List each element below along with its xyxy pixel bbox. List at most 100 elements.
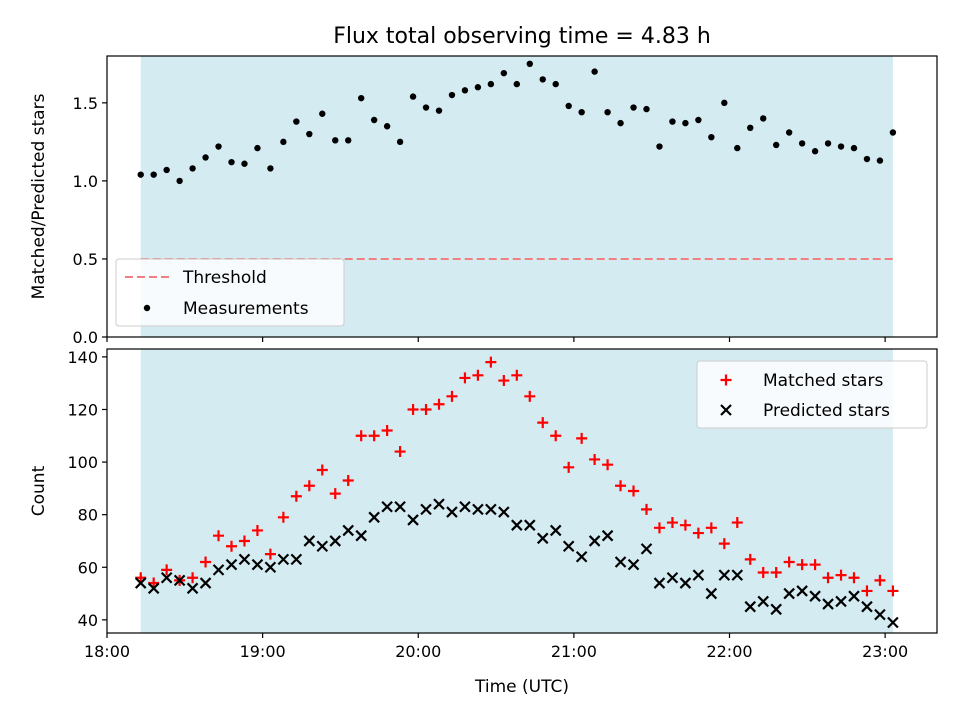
matched-star-point bbox=[563, 461, 575, 473]
matched-star-point bbox=[290, 490, 302, 502]
predicted-star-point bbox=[874, 608, 886, 621]
measurement-point bbox=[267, 165, 274, 172]
legend-measurements-label: Measurements bbox=[183, 299, 309, 319]
y-tick-label: 60 bbox=[78, 558, 98, 577]
x-axis-label: Time (UTC) bbox=[474, 677, 569, 697]
matched-star-point bbox=[550, 430, 562, 442]
matched-star-point bbox=[135, 572, 147, 584]
predicted-star-point bbox=[511, 519, 523, 531]
predicted-star-point bbox=[536, 532, 549, 545]
predicted-star-point bbox=[744, 600, 757, 613]
predicted-star-point bbox=[524, 519, 536, 531]
measurement-point bbox=[798, 140, 806, 147]
matched-star-point bbox=[459, 372, 471, 384]
legend-predicted-swatch bbox=[720, 404, 732, 416]
matched-star-point bbox=[874, 574, 886, 586]
measurement-point bbox=[513, 80, 521, 88]
measurement-point bbox=[487, 80, 495, 88]
predicted-star-point bbox=[861, 600, 873, 613]
measurement-point bbox=[863, 155, 871, 163]
measurement-point bbox=[734, 144, 741, 152]
measurement-point bbox=[409, 93, 417, 100]
y-tick-label: 0.0 bbox=[73, 328, 98, 347]
measurement-point bbox=[319, 110, 326, 117]
measurement-point bbox=[306, 130, 313, 138]
predicted-star-point bbox=[264, 561, 277, 574]
measurement-point bbox=[630, 104, 637, 111]
predicted-star-point bbox=[679, 577, 692, 589]
predicted-star-point bbox=[601, 529, 614, 542]
predicted-star-point bbox=[446, 506, 458, 518]
matched-star-point bbox=[783, 556, 795, 568]
predicted-star-point bbox=[614, 556, 627, 568]
predicted-star-point bbox=[757, 595, 769, 608]
predicted-star-point bbox=[368, 511, 380, 524]
predicted-star-point bbox=[887, 616, 899, 629]
predicted-star-point bbox=[653, 577, 666, 589]
measurement-point bbox=[370, 116, 378, 124]
matched-star-point bbox=[277, 511, 289, 523]
predicted-star-point bbox=[433, 498, 445, 510]
matched-star-point bbox=[187, 572, 199, 584]
y-tick-label: 0.5 bbox=[73, 250, 98, 269]
matched-star-point bbox=[420, 403, 432, 415]
predicted-star-point bbox=[407, 514, 419, 526]
measurement-point bbox=[396, 138, 404, 146]
matched-star-point bbox=[705, 522, 717, 534]
predicted-star-point bbox=[562, 540, 575, 552]
matched-star-point bbox=[200, 556, 212, 568]
measurement-point bbox=[604, 109, 611, 116]
matched-star-point bbox=[796, 559, 808, 571]
measurement-point bbox=[345, 137, 352, 144]
measurement-point bbox=[708, 133, 715, 141]
predicted-star-point bbox=[199, 577, 212, 589]
y-axis-label: Matched/Predicted stars bbox=[29, 93, 49, 299]
y-tick-label: 1.5 bbox=[73, 94, 98, 113]
measurement-point bbox=[150, 171, 157, 178]
predicted-star-point bbox=[705, 587, 718, 600]
measurement-point bbox=[202, 154, 209, 161]
matched-star-point bbox=[615, 480, 627, 492]
measurement-point bbox=[435, 107, 443, 114]
matched-star-point bbox=[602, 459, 614, 471]
measurement-point bbox=[785, 129, 793, 136]
legend: Matched stars Predicted stars bbox=[696, 360, 928, 429]
x-tick-label: 20:00 bbox=[395, 642, 441, 661]
measurement-point bbox=[656, 143, 663, 150]
panel-ratio: 0.0 0.5 1.0 1.5 Matched/Predicted stars Thres… bbox=[29, 55, 938, 347]
predicted-star-point bbox=[783, 587, 795, 600]
legend-matched-swatch bbox=[720, 374, 732, 386]
matched-star-point bbox=[213, 530, 225, 542]
measurement-point bbox=[526, 60, 533, 68]
legend-predicted-label: Predicted stars bbox=[763, 401, 890, 421]
measurement-point bbox=[760, 115, 767, 122]
predicted-star-point bbox=[186, 582, 199, 595]
legend-box bbox=[115, 258, 345, 327]
measurement-point bbox=[461, 87, 469, 94]
predicted-star-point bbox=[822, 598, 834, 610]
y-tick-label: 40 bbox=[78, 611, 98, 630]
measurement-point bbox=[163, 166, 170, 174]
measurement-point bbox=[474, 84, 482, 91]
matched-star-point bbox=[731, 517, 743, 529]
predicted-star-point bbox=[381, 501, 393, 513]
matched-star-point bbox=[161, 564, 173, 576]
x-tick-label: 23:00 bbox=[862, 642, 908, 661]
predicted-star-point bbox=[588, 535, 601, 547]
y-tick-label: 100 bbox=[67, 453, 98, 472]
measurement-point bbox=[747, 124, 754, 132]
predicted-star-point bbox=[225, 558, 238, 571]
matched-star-point bbox=[148, 577, 160, 589]
predicted-star-point bbox=[342, 524, 354, 537]
measurement-point bbox=[215, 143, 222, 150]
y-tick-label: 80 bbox=[78, 506, 98, 525]
measurement-point bbox=[357, 94, 365, 102]
matched-star-point bbox=[679, 519, 691, 531]
measurement-point bbox=[565, 102, 572, 110]
measurement-point bbox=[617, 119, 624, 127]
predicted-star-point bbox=[394, 501, 406, 513]
y-axis-label: Count bbox=[29, 465, 49, 516]
predicted-star-point bbox=[498, 506, 510, 518]
matched-star-point bbox=[576, 432, 588, 444]
